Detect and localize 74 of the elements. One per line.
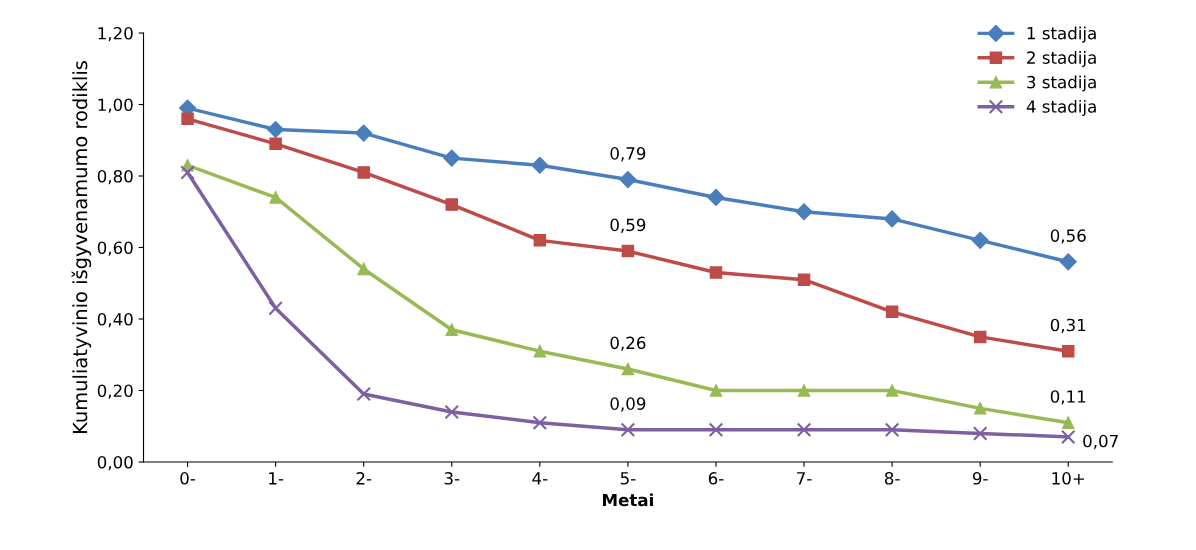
point [1060,429,1076,445]
data-label: 0,59 [610,218,646,233]
point [355,124,373,142]
point [796,422,812,438]
y-tick-label: 1,00 [98,98,133,113]
y-tick-label: 0,60 [97,241,133,256]
point [269,137,282,151]
point [709,384,723,397]
x-tick-label: 5- [620,472,636,485]
point [619,171,637,189]
point [797,384,811,397]
point [709,266,723,279]
data-label: 0,07 [1083,434,1118,450]
x-axis-title: Metai [603,493,653,507]
legend-label: 1 stadija [1027,26,1096,43]
y-tick-label: 0,80 [97,169,133,185]
x-tick-label: 4- [532,472,548,485]
data-label: 0,26 [610,336,646,351]
y-tick-label: 1,20 [98,26,133,42]
point [972,426,988,441]
point [797,273,811,286]
data-label: 0,09 [610,397,646,412]
point [973,402,987,415]
point [1061,344,1075,358]
point [268,300,283,316]
legend-label: 2 stadija [1027,51,1096,68]
point [1059,253,1077,271]
point [443,149,461,167]
point [621,244,635,258]
point [795,203,813,221]
point [883,210,901,228]
x-tick-label: 1- [269,472,284,485]
x-tick-label: 2- [356,472,372,485]
point [885,384,899,397]
point [356,386,371,402]
point [533,234,547,247]
data-label: 0,31 [1050,318,1086,333]
point [532,415,548,430]
x-tick-label: 7- [797,472,812,485]
y-axis-title: Kumuliatyvinio išgyvenamumo rodiklis [71,61,92,433]
point [269,191,282,204]
x-tick-label: 8- [884,472,900,485]
data-label: 0,79 [610,147,646,162]
point [620,422,636,438]
point [1061,416,1075,429]
x-tick-label: 10+ [1052,472,1085,485]
point [445,198,459,211]
point [357,166,370,179]
data-label: 0,56 [1050,229,1086,244]
legend-label: 4 stadija [1026,99,1096,117]
y-tick-label: 0,20 [97,384,133,399]
x-tick-label: 3- [444,472,460,485]
x-tick-label: 6- [708,472,724,485]
point [533,344,547,358]
point [621,362,635,376]
point [885,305,899,319]
legend-label: 3 stadija [1027,75,1096,92]
x-tick-label: 0- [180,472,196,485]
point [973,330,987,344]
point [971,231,989,249]
point [180,165,195,180]
point [708,422,724,438]
data-label: 0,11 [1050,390,1086,405]
x-tick-label: 9- [972,472,988,485]
y-tick-label: 0,40 [97,312,133,328]
point [707,188,725,207]
point [357,262,370,276]
point [445,323,459,336]
point [884,422,900,438]
point [531,156,549,174]
point [444,404,460,420]
y-tick-label: 0,00 [97,455,133,471]
point [267,120,285,139]
point [181,112,194,126]
